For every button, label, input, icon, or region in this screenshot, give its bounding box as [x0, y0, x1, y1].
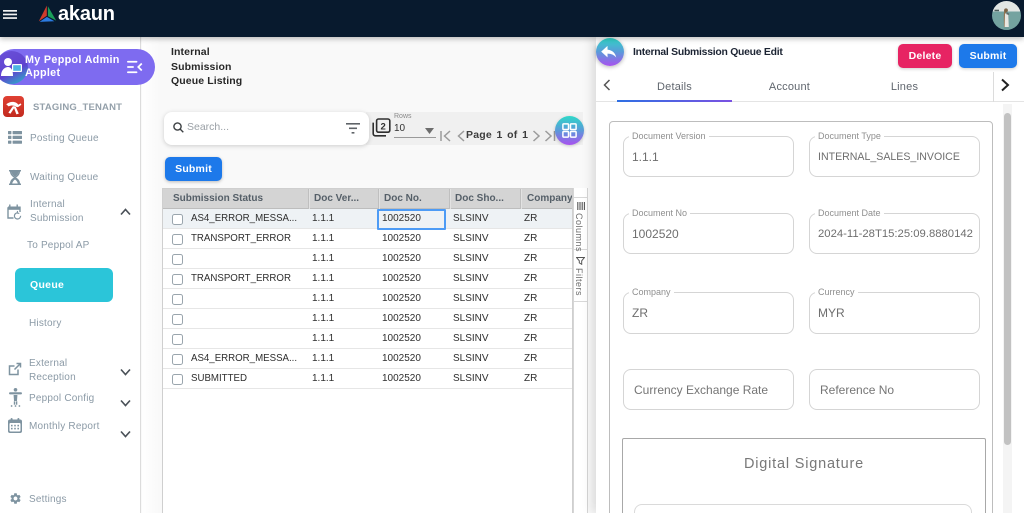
svg-text:2: 2: [381, 122, 386, 133]
